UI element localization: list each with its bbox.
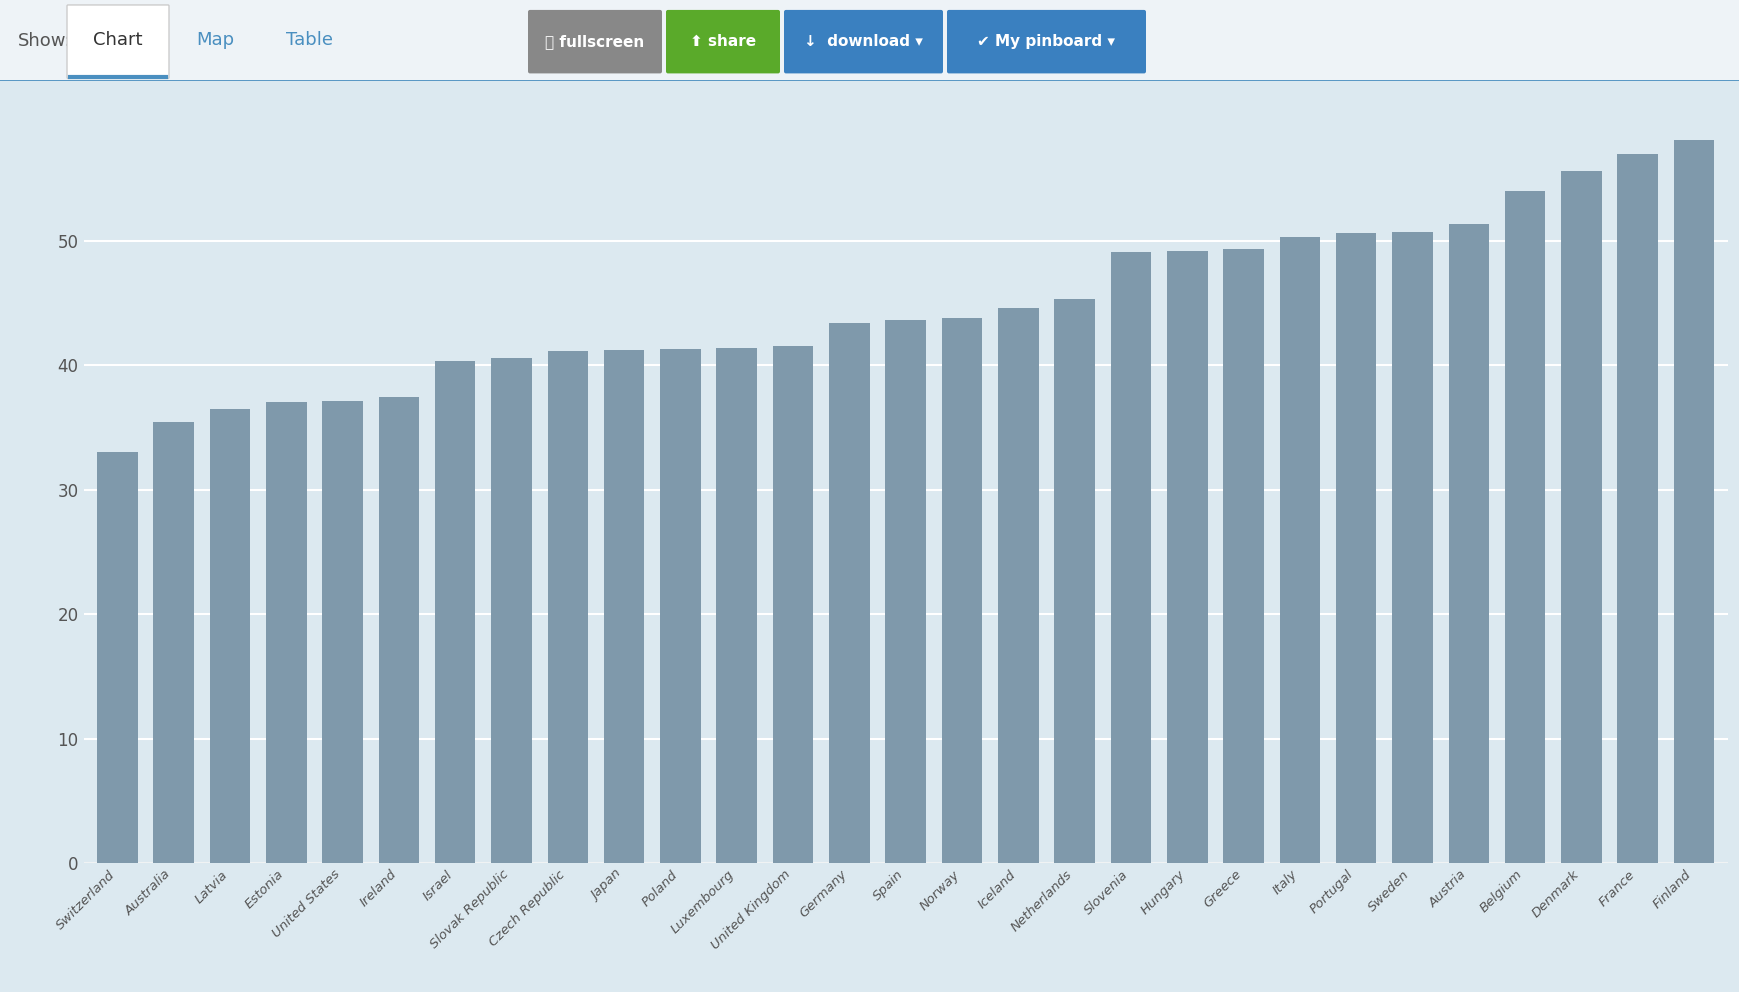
Text: Chart: Chart bbox=[94, 31, 143, 49]
Bar bbox=[1391, 232, 1431, 863]
Bar bbox=[209, 409, 250, 863]
Bar bbox=[435, 361, 475, 863]
Text: ⛶ fullscreen: ⛶ fullscreen bbox=[544, 34, 643, 50]
Text: ↓  download ▾: ↓ download ▾ bbox=[803, 34, 922, 50]
Bar bbox=[716, 347, 756, 863]
Bar bbox=[1167, 251, 1207, 863]
Bar bbox=[548, 351, 588, 863]
Bar bbox=[490, 358, 532, 863]
Bar bbox=[1054, 300, 1094, 863]
Text: Table: Table bbox=[287, 31, 334, 49]
Bar bbox=[1109, 252, 1151, 863]
FancyBboxPatch shape bbox=[666, 10, 779, 73]
Bar bbox=[1560, 171, 1602, 863]
Bar bbox=[1673, 140, 1713, 863]
Bar bbox=[885, 320, 925, 863]
Text: ✔ My pinboard ▾: ✔ My pinboard ▾ bbox=[977, 34, 1115, 50]
Bar bbox=[1278, 237, 1320, 863]
Bar bbox=[603, 350, 643, 863]
Bar bbox=[828, 322, 870, 863]
Bar bbox=[1336, 233, 1376, 863]
Bar bbox=[97, 452, 137, 863]
Bar bbox=[153, 423, 193, 863]
Bar bbox=[1504, 190, 1544, 863]
Text: Map: Map bbox=[197, 31, 235, 49]
Text: Show:: Show: bbox=[17, 32, 71, 50]
Bar bbox=[1223, 249, 1263, 863]
FancyBboxPatch shape bbox=[946, 10, 1146, 73]
Bar bbox=[998, 308, 1038, 863]
FancyBboxPatch shape bbox=[527, 10, 661, 73]
Bar bbox=[1447, 224, 1489, 863]
Bar bbox=[266, 403, 306, 863]
FancyBboxPatch shape bbox=[784, 10, 943, 73]
Text: ⬆ share: ⬆ share bbox=[690, 34, 756, 50]
Bar bbox=[322, 401, 363, 863]
Bar bbox=[1617, 154, 1657, 863]
Bar bbox=[379, 398, 419, 863]
Bar bbox=[659, 349, 701, 863]
FancyBboxPatch shape bbox=[68, 5, 169, 78]
Bar bbox=[941, 317, 983, 863]
Bar bbox=[772, 346, 812, 863]
